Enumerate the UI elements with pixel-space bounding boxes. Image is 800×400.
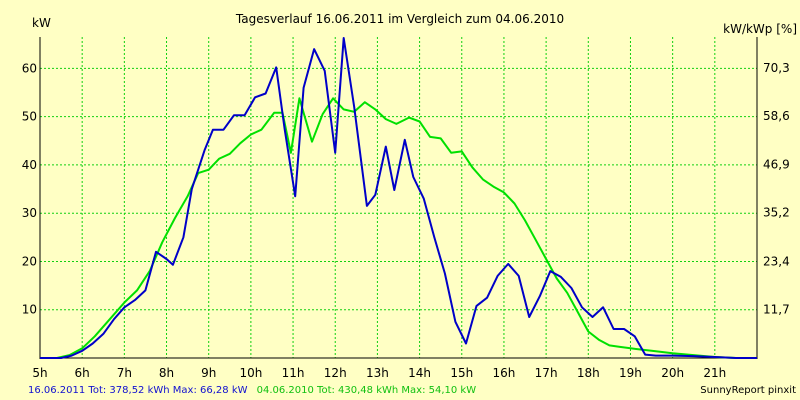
y-tick-label-right: 11,7 [763, 303, 790, 317]
x-tick-label: 9h [201, 366, 216, 380]
x-tick-label: 10h [239, 366, 262, 380]
chart-title: Tagesverlauf 16.06.2011 im Vergleich zum… [235, 12, 564, 26]
x-tick-label: 7h [117, 366, 132, 380]
footer-credit: SunnyReport pinxit [700, 385, 796, 396]
legend-series-1: 16.06.2011 Tot: 378,52 kWh Max: 66,28 kW [28, 385, 248, 396]
x-tick-label: 16h [493, 366, 516, 380]
y-tick-label-left: 50 [22, 110, 37, 124]
series-line-1 [40, 37, 757, 359]
y-tick-label-left: 60 [22, 61, 37, 75]
series-group [40, 37, 757, 359]
grid [40, 37, 757, 358]
x-tick-label: 12h [324, 366, 347, 380]
y-tick-label-right: 70,3 [763, 61, 790, 75]
y-tick-label-right: 58,6 [763, 109, 790, 123]
x-tick-label: 18h [577, 366, 600, 380]
y-tick-label-left: 30 [22, 206, 37, 220]
y-tick-label-right: 46,9 [763, 157, 790, 171]
series-line-2 [40, 97, 757, 359]
x-tick-label: 13h [366, 366, 389, 380]
x-tick-label: 19h [619, 366, 642, 380]
y-tick-label-left: 10 [22, 303, 37, 317]
x-tick-label: 15h [450, 366, 473, 380]
x-tick-label: 6h [75, 366, 90, 380]
y-axis-right-label: kW/kWp [%] [723, 22, 797, 36]
x-tick-label: 17h [535, 366, 558, 380]
axes [39, 37, 758, 359]
y-tick-label-left: 20 [22, 254, 37, 268]
x-tick-label: 8h [159, 366, 174, 380]
x-tick-label: 14h [408, 366, 431, 380]
y-axis-left-label: kW [32, 16, 51, 30]
y-tick-label-right: 23,4 [763, 254, 790, 268]
legend-series-2: 04.06.2010 Tot: 430,48 kWh Max: 54,10 kW [257, 385, 477, 396]
x-tick-label: 21h [703, 366, 726, 380]
x-tick-label: 11h [282, 366, 305, 380]
x-tick-label: 5h [32, 366, 47, 380]
x-tick-label: 20h [661, 366, 684, 380]
tick-labels: 5h 6h 7h 8h 9h 10h 11h 12h 13h 14h 15h 16h 17h 18h 19h… [22, 61, 790, 380]
footer-legend: 16.06.2011 Tot: 378,52 kWh Max: 66,28 kW… [28, 378, 476, 397]
y-tick-label-right: 35,2 [763, 206, 790, 220]
y-tick-label-left: 40 [22, 158, 37, 172]
